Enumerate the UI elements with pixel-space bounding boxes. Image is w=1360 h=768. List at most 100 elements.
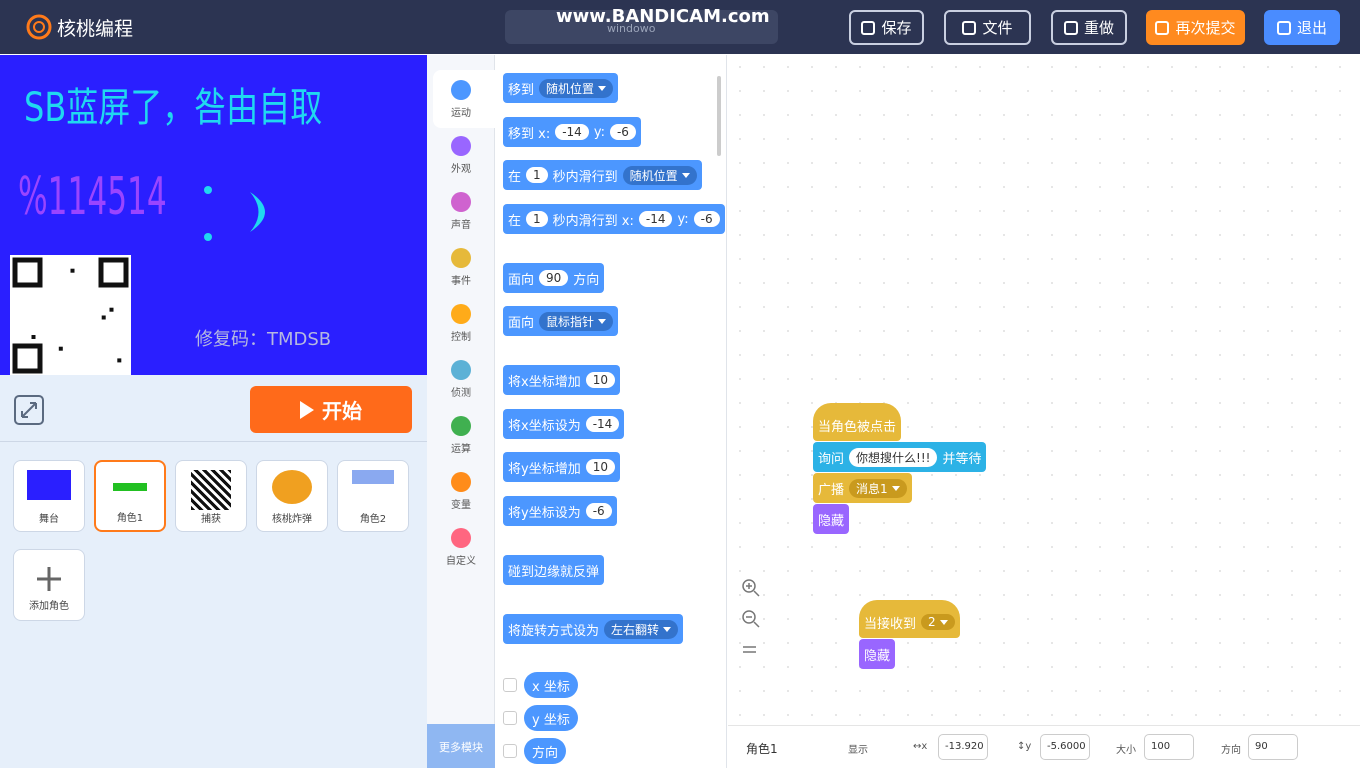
x-field[interactable]: -13.920 bbox=[938, 734, 988, 760]
code-block[interactable]: 在 1 秒内滑行到 x: -14 y: -6 bbox=[503, 204, 725, 234]
code-block[interactable]: 将旋转方式设为 左右翻转 bbox=[503, 614, 684, 644]
header-button[interactable]: 退出 bbox=[1264, 10, 1340, 45]
checkbox[interactable] bbox=[503, 711, 517, 725]
header-button[interactable]: 重做 bbox=[1051, 10, 1127, 45]
code-block[interactable]: 当接收到 2 bbox=[859, 600, 960, 638]
block-text: 面向 bbox=[508, 315, 535, 331]
category[interactable]: 运算 bbox=[427, 406, 495, 462]
header: 核桃编程 www.BANDICAM.com windowo bbox=[0, 0, 1360, 54]
sprite-card[interactable]: 角色2 bbox=[337, 460, 409, 532]
category-dot bbox=[451, 248, 471, 268]
start-button[interactable]: 开始 bbox=[250, 386, 412, 433]
block-dropdown[interactable]: 消息1 bbox=[849, 478, 907, 498]
code-block[interactable]: 将x坐标设为 -14 bbox=[503, 409, 625, 439]
sprite-card[interactable]: 角色1 bbox=[94, 460, 166, 532]
block-dropdown[interactable]: 随机位置 bbox=[622, 165, 697, 185]
block-text: 隐藏 bbox=[818, 513, 845, 529]
block-input[interactable]: 1 bbox=[526, 211, 548, 227]
block-text: 当角色被点击 bbox=[818, 419, 897, 435]
block-text: 当接收到 bbox=[864, 616, 917, 632]
category[interactable]: 变量 bbox=[427, 462, 495, 518]
category[interactable]: 声音 bbox=[427, 182, 495, 238]
code-block[interactable]: 移到 随机位置 bbox=[503, 73, 619, 103]
block-text: y: bbox=[677, 211, 689, 227]
code-block[interactable]: 将y坐标增加 10 bbox=[503, 452, 620, 482]
block-text: 将y坐标设为 bbox=[508, 505, 581, 521]
code-block[interactable]: 隐藏 bbox=[813, 504, 850, 534]
sprite-card[interactable]: 捕获 bbox=[175, 460, 247, 532]
size-field[interactable]: 100 bbox=[1144, 734, 1194, 760]
checkbox[interactable] bbox=[503, 744, 517, 758]
code-block[interactable]: 在 1 秒内滑行到 随机位置 bbox=[503, 160, 702, 190]
block-text: 将x坐标增加 bbox=[508, 374, 581, 390]
qr-module bbox=[117, 358, 122, 363]
block-dropdown[interactable]: 2 bbox=[921, 614, 955, 630]
category[interactable]: 事件 bbox=[427, 238, 495, 294]
code-block[interactable]: 碰到边缘就反弹 bbox=[503, 555, 605, 585]
code-block[interactable]: 将y坐标设为 -6 bbox=[503, 496, 617, 526]
block-input[interactable]: -6 bbox=[693, 211, 720, 227]
sprite-label: 舞台 bbox=[39, 514, 59, 525]
logo: 核桃编程 bbox=[57, 18, 134, 40]
sprite-thumb bbox=[352, 470, 394, 484]
block-input[interactable]: 10 bbox=[585, 372, 615, 388]
block-dropdown[interactable]: 鼠标指针 bbox=[539, 311, 614, 331]
block-dropdown[interactable]: 左右翻转 bbox=[604, 619, 679, 639]
sprite-pane: 开始 添加角色 bbox=[0, 375, 427, 768]
sprite-card[interactable]: 舞台 bbox=[13, 460, 85, 532]
block-input[interactable]: -14 bbox=[555, 124, 589, 140]
code-block[interactable]: 广播 消息1 bbox=[813, 473, 912, 503]
direction-field[interactable]: 90 bbox=[1248, 734, 1298, 760]
code-block[interactable]: 面向 90 方向 bbox=[503, 263, 605, 293]
reporter[interactable]: x 坐标 bbox=[524, 672, 578, 698]
block-input[interactable]: 1 bbox=[526, 167, 548, 183]
qr-module bbox=[101, 315, 106, 320]
category[interactable]: 控制 bbox=[427, 294, 495, 350]
sprite-name: 角色1 bbox=[746, 742, 778, 756]
code-block[interactable]: 将x坐标增加 10 bbox=[503, 365, 620, 395]
category-label: 控制 bbox=[451, 332, 471, 343]
code-block[interactable]: 当角色被点击 bbox=[813, 403, 902, 441]
block-input[interactable]: 你想搜什么!!! bbox=[849, 447, 938, 467]
scrollbar bbox=[717, 76, 721, 156]
block-dropdown[interactable]: 随机位置 bbox=[539, 78, 614, 98]
code-block[interactable]: 面向 鼠标指针 bbox=[503, 306, 619, 336]
block-input[interactable]: -14 bbox=[638, 211, 673, 227]
category[interactable]: 运动 bbox=[427, 70, 495, 126]
header-button[interactable]: 保存 bbox=[849, 10, 924, 45]
category-dot bbox=[451, 472, 471, 492]
code-block[interactable]: 询问 你想搜什么!!! 并等待 bbox=[813, 442, 987, 472]
code-block[interactable]: 隐藏 bbox=[859, 639, 896, 669]
block-text: 将x坐标设为 bbox=[508, 418, 581, 434]
category[interactable]: 自定义 bbox=[427, 518, 495, 574]
stage: SB蓝屏了，咎由自取 %114514 修复码：TMDSB bbox=[0, 55, 427, 376]
category-label: 运动 bbox=[451, 108, 471, 119]
more-modules[interactable]: 更多模块 bbox=[427, 724, 495, 768]
block-input[interactable]: 90 bbox=[539, 270, 569, 286]
qr-module bbox=[31, 335, 36, 339]
y-field[interactable]: -5.6000 bbox=[1040, 734, 1090, 760]
block-input[interactable]: 10 bbox=[585, 459, 615, 475]
category[interactable]: 侦测 bbox=[427, 350, 495, 406]
add-sprite[interactable]: 添加角色 bbox=[13, 549, 85, 621]
fullscreen-button[interactable] bbox=[14, 395, 44, 425]
sprite-card[interactable]: 核桃炸弹 bbox=[256, 460, 328, 532]
button-icon bbox=[962, 20, 977, 35]
block-input[interactable]: -6 bbox=[609, 124, 636, 140]
header-button[interactable]: 再次提交 bbox=[1146, 10, 1245, 45]
category-dot bbox=[451, 80, 471, 100]
size-label: 大小 bbox=[1116, 745, 1136, 756]
header-button[interactable]: 文件 bbox=[944, 10, 1031, 45]
checkbox[interactable] bbox=[503, 678, 517, 692]
block-text: 移到 x: bbox=[508, 126, 551, 142]
code-block[interactable]: 移到 x: -14 y: -6 bbox=[503, 117, 641, 147]
category[interactable]: 外观 bbox=[427, 126, 495, 182]
block-input[interactable]: -14 bbox=[585, 416, 620, 432]
block-input[interactable]: -6 bbox=[585, 503, 612, 519]
project-name-field[interactable] bbox=[505, 10, 778, 44]
block-text: 隐藏 bbox=[864, 648, 891, 664]
reporter[interactable]: 方向 bbox=[524, 738, 567, 764]
zoom-controls bbox=[742, 579, 760, 653]
reporter[interactable]: y 坐标 bbox=[524, 705, 578, 731]
